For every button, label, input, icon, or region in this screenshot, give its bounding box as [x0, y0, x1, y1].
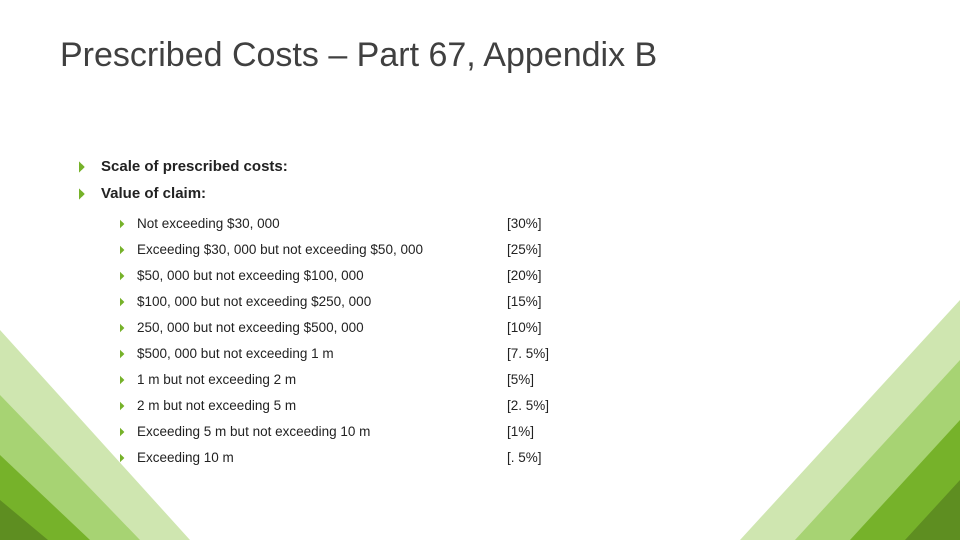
sub-bullet-item: Exceeding 5 m but not exceeding 10 m [1%… [117, 424, 900, 439]
sub-bullet-item: 1 m but not exceeding 2 m [5%] [117, 372, 900, 387]
arrow-bullet-icon [73, 188, 84, 199]
sub-item-label: Exceeding $30, 000 but not exceeding $50… [137, 242, 507, 257]
sub-item-value: [25%] [507, 242, 542, 257]
arrow-bullet-icon [116, 271, 124, 279]
sub-bullet-list: Not exceeding $30, 000 [30%] Exceeding $… [117, 216, 900, 465]
sub-bullet-item: 250, 000 but not exceeding $500, 000 [10… [117, 320, 900, 335]
main-bullet-item: Value of claim: [75, 185, 900, 202]
arrow-bullet-icon [116, 427, 124, 435]
arrow-bullet-icon [116, 323, 124, 331]
sub-item-value: [15%] [507, 294, 542, 309]
sub-item-value: [20%] [507, 268, 542, 283]
sub-item-label: Not exceeding $30, 000 [137, 216, 507, 231]
sub-item-value: [7. 5%] [507, 346, 549, 361]
main-bullet-item: Scale of prescribed costs: [75, 158, 900, 175]
main-item-label: Value of claim: [101, 185, 206, 202]
sub-bullet-item: 2 m but not exceeding 5 m [2. 5%] [117, 398, 900, 413]
sub-bullet-item: Exceeding 10 m [. 5%] [117, 450, 900, 465]
arrow-bullet-icon [116, 297, 124, 305]
arrow-bullet-icon [73, 161, 84, 172]
sub-item-label: Exceeding 10 m [137, 450, 507, 465]
sub-bullet-item: $100, 000 but not exceeding $250, 000 [1… [117, 294, 900, 309]
sub-item-label: 1 m but not exceeding 2 m [137, 372, 507, 387]
sub-item-label: 2 m but not exceeding 5 m [137, 398, 507, 413]
sub-bullet-item: $500, 000 but not exceeding 1 m [7. 5%] [117, 346, 900, 361]
sub-bullet-item: Not exceeding $30, 000 [30%] [117, 216, 900, 231]
sub-item-label: $50, 000 but not exceeding $100, 000 [137, 268, 507, 283]
sub-item-value: [30%] [507, 216, 542, 231]
arrow-bullet-icon [116, 453, 124, 461]
sub-bullet-item: Exceeding $30, 000 but not exceeding $50… [117, 242, 900, 257]
content-area: Scale of prescribed costs: Value of clai… [75, 158, 900, 476]
sub-bullet-item: $50, 000 but not exceeding $100, 000 [20… [117, 268, 900, 283]
arrow-bullet-icon [116, 245, 124, 253]
sub-item-label: $100, 000 but not exceeding $250, 000 [137, 294, 507, 309]
arrow-bullet-icon [116, 375, 124, 383]
arrow-bullet-icon [116, 349, 124, 357]
sub-item-label: Exceeding 5 m but not exceeding 10 m [137, 424, 507, 439]
sub-item-value: [10%] [507, 320, 542, 335]
sub-item-value: [2. 5%] [507, 398, 549, 413]
slide-title: Prescribed Costs – Part 67, Appendix B [60, 36, 657, 75]
main-item-label: Scale of prescribed costs: [101, 158, 288, 175]
sub-item-value: [. 5%] [507, 450, 542, 465]
arrow-bullet-icon [116, 401, 124, 409]
sub-item-value: [5%] [507, 372, 534, 387]
sub-item-value: [1%] [507, 424, 534, 439]
arrow-bullet-icon [116, 219, 124, 227]
sub-item-label: 250, 000 but not exceeding $500, 000 [137, 320, 507, 335]
sub-item-label: $500, 000 but not exceeding 1 m [137, 346, 507, 361]
